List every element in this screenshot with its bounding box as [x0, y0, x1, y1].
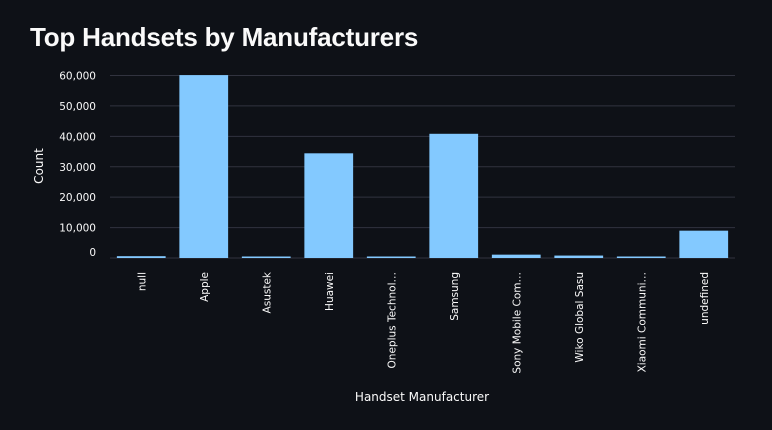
y-axis-ticks: 0 10,000 20,000 30,000 40,000 50,000 60,000: [59, 71, 96, 259]
y-tick-label: 20,000: [59, 192, 96, 204]
y-tick-label: 10,000: [59, 223, 96, 235]
x-tick-label: Wiko Global Sasu: [574, 272, 586, 363]
bar[interactable]: [679, 230, 729, 258]
x-tick-label: Asustek: [261, 271, 273, 313]
bar[interactable]: [241, 256, 291, 259]
bar[interactable]: [116, 256, 166, 258]
x-tick-label: Samsung: [449, 272, 461, 321]
x-axis-ticks: null Apple Asustek Huawei Oneplus Technol… Sa…: [136, 271, 711, 373]
bar[interactable]: [554, 255, 604, 258]
bars: [116, 75, 729, 259]
y-tick-label: 40,000: [59, 131, 96, 143]
y-tick-label: 60,000: [59, 71, 96, 83]
bar[interactable]: [304, 153, 354, 258]
x-tick-label: null: [136, 272, 148, 291]
x-tick-label: Xiaomi Communi…: [636, 272, 648, 372]
bar[interactable]: [429, 133, 479, 258]
x-tick-label: Sony Mobile Com…: [511, 272, 523, 374]
bar[interactable]: [366, 256, 416, 259]
bar[interactable]: [491, 254, 541, 258]
bar[interactable]: [616, 256, 666, 259]
y-tick-label: 0: [89, 247, 96, 259]
y-tick-label: 30,000: [59, 162, 96, 174]
page-title: Top Handsets by Manufacturers: [30, 22, 419, 52]
bar[interactable]: [179, 75, 229, 258]
x-tick-label: Apple: [199, 272, 211, 302]
x-tick-label: undefined: [699, 272, 711, 325]
x-axis-title: Handset Manufacturer: [355, 390, 489, 404]
y-axis-title: Count: [32, 148, 46, 184]
x-tick-label: Oneplus Technol…: [386, 272, 398, 368]
y-tick-label: 50,000: [59, 101, 96, 113]
x-tick-label: Huawei: [324, 272, 336, 311]
